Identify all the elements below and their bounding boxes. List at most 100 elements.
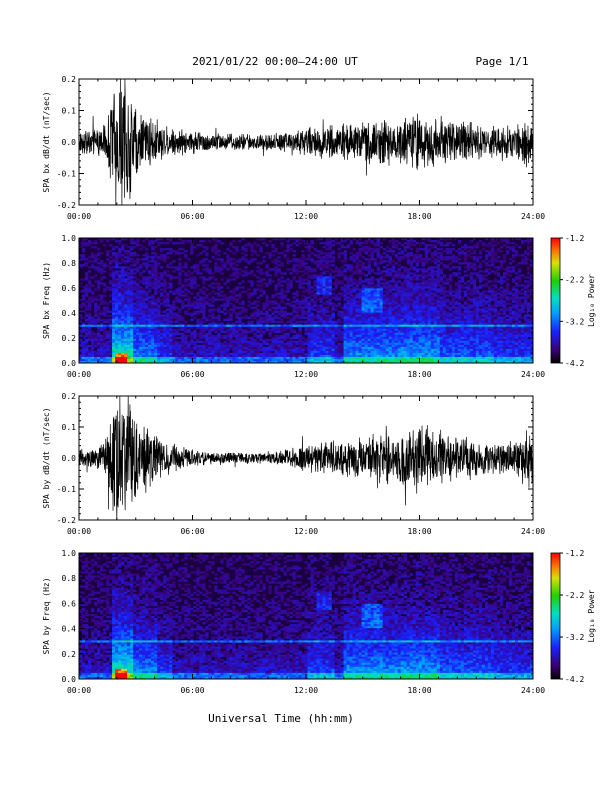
spectrogram-cell [298, 280, 302, 283]
spectrogram-cell [382, 318, 386, 321]
spectrogram-cell [373, 298, 377, 301]
spectrogram-cell [85, 352, 89, 356]
spectrogram-cell [265, 264, 269, 267]
spectrogram-cell [322, 290, 326, 293]
spectrogram-cell [97, 338, 101, 342]
spectrogram-cell [121, 306, 125, 309]
spectrogram-cell [181, 354, 185, 358]
spectrogram-cell [271, 268, 275, 271]
spectrogram-cell [331, 346, 335, 350]
spectrogram-cell [406, 332, 411, 336]
spectrogram-cell [313, 344, 317, 348]
spectrogram-cell [385, 360, 389, 364]
spectrogram-cell [241, 290, 245, 293]
spectrogram-cell [211, 248, 215, 251]
spectrogram-cell [121, 354, 125, 358]
spectrogram-cell [124, 250, 128, 253]
spectrogram-cell [106, 350, 110, 354]
spectrogram-cell [349, 324, 353, 328]
spectrogram-cell [349, 346, 353, 350]
spectrogram-cell [409, 346, 414, 350]
spectrogram-cell [247, 300, 251, 303]
spectrogram-cell [139, 360, 143, 364]
spectrogram-cell [127, 328, 131, 332]
spectrogram-cell [319, 336, 323, 340]
spectrogram-cell [100, 358, 104, 362]
spectrogram-cell [397, 258, 402, 261]
spectrogram-cell [412, 256, 417, 259]
spectrogram-cell [127, 286, 131, 289]
spectrogram-cell [208, 326, 212, 330]
spectrogram-cell [160, 292, 164, 295]
spectrogram-cell [385, 296, 389, 299]
spectrogram-cell [268, 352, 272, 356]
spectrogram-cell [178, 322, 182, 325]
spectrogram-cell [298, 320, 302, 323]
spectrogram-cell [400, 258, 405, 261]
spectrogram-cell [193, 332, 197, 336]
spectrogram-cell [322, 324, 326, 328]
spectrogram-cell [358, 268, 362, 271]
spectrogram-cell [382, 330, 386, 334]
spectrogram-cell [394, 246, 399, 249]
spectrogram-cell [370, 330, 374, 334]
spectrogram-cell [229, 294, 233, 297]
spectrogram-cell [229, 358, 233, 362]
spectrogram-cell [370, 298, 374, 301]
spectrogram-cell [202, 298, 206, 301]
spectrogram-cell [145, 280, 149, 283]
spectrogram-cell [82, 288, 86, 291]
spectrogram-cell [379, 308, 383, 311]
spectrogram-cell [367, 342, 371, 346]
spectrogram-cell [130, 324, 134, 328]
spectrogram-cell [250, 330, 254, 334]
spectrogram-cell [127, 336, 131, 340]
spectrogram-cell [352, 238, 356, 241]
spectrogram-cell [367, 314, 371, 317]
spectrogram-cell [181, 316, 185, 319]
spectrogram-cell [124, 334, 128, 338]
spectrogram-cell [109, 310, 113, 313]
spectrogram-cell [121, 356, 125, 360]
spectrogram-cell [337, 268, 341, 271]
spectrogram-cell [229, 264, 233, 267]
spectrogram-cell [274, 248, 278, 251]
spectrogram-cell [253, 350, 257, 354]
spectrogram-cell [400, 306, 405, 309]
spectrogram-cell [394, 318, 399, 321]
spectrogram-cell [169, 324, 173, 328]
spectrogram-cell [163, 356, 167, 360]
spectrogram-cell [178, 278, 182, 281]
spectrogram-cell [103, 318, 107, 321]
spectrogram-cell [310, 316, 314, 319]
spectrogram-cell [352, 330, 356, 334]
spectrogram-cell [124, 302, 128, 305]
spectrogram-cell [376, 266, 380, 269]
spectrogram-cell [406, 348, 411, 352]
spectrogram-cell [319, 272, 323, 275]
spectrogram-cell [118, 308, 122, 311]
spectrogram-cell [301, 256, 305, 259]
spectrogram-cell [283, 254, 287, 257]
spectrogram-cell [385, 302, 389, 305]
spectrogram-cell [133, 340, 137, 344]
spectrogram-cell [340, 360, 344, 364]
spectrogram-cell [85, 358, 89, 362]
spectrogram-cell [373, 290, 377, 293]
spectrogram-cell [265, 316, 269, 319]
spectrogram-cell [127, 350, 131, 354]
spectrogram-cell [97, 306, 101, 309]
spectrogram-cell [190, 342, 194, 346]
spectrogram-cell [409, 266, 414, 269]
spectrogram-cell [148, 296, 152, 299]
spectrogram-cell [355, 332, 359, 336]
spectrogram-cell [367, 340, 371, 344]
spectrogram-cell [103, 276, 107, 279]
spectrogram-cell [307, 352, 311, 356]
spectrogram-cell [235, 312, 239, 315]
spectrogram-cell [241, 340, 245, 344]
spectrogram-cell [403, 256, 408, 259]
spectrogram-cell [388, 346, 392, 350]
spectrogram-cell [205, 360, 209, 364]
spectrogram-cell [211, 356, 215, 360]
